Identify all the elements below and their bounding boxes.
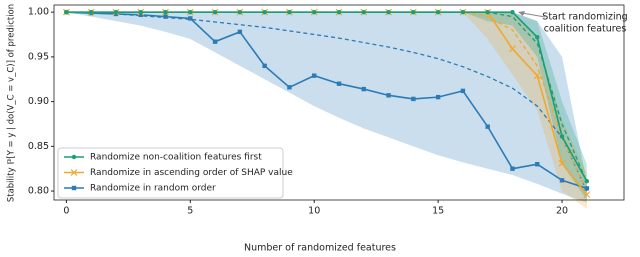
marker — [312, 9, 317, 15]
marker — [138, 12, 143, 18]
x-tick-label: 5 — [187, 206, 193, 217]
marker — [237, 9, 243, 15]
marker — [212, 9, 218, 15]
marker — [460, 9, 466, 15]
marker — [262, 9, 267, 15]
y-tick-label: 0.80 — [28, 186, 49, 197]
series-line — [66, 11, 588, 182]
marker — [361, 9, 366, 15]
mean-line — [66, 11, 588, 192]
marker — [411, 9, 416, 15]
marker — [584, 179, 590, 184]
marker — [535, 162, 540, 167]
marker — [510, 166, 515, 171]
legend-marker — [70, 169, 78, 176]
annotation-arrowhead — [518, 11, 525, 16]
legend-label: Randomize non-coalition features first — [90, 153, 262, 163]
annotation: Start randomizing — [542, 12, 627, 23]
marker — [88, 9, 94, 15]
marker — [435, 94, 441, 100]
marker — [287, 85, 292, 90]
series-line — [66, 11, 588, 190]
legend-label: Randomize in ascending order of SHAP val… — [90, 168, 293, 178]
marker — [64, 9, 69, 15]
marker — [163, 14, 168, 19]
y-tick-label: 0.90 — [28, 96, 49, 107]
confidence-band — [66, 12, 587, 201]
marker — [188, 16, 193, 21]
marker — [386, 9, 391, 15]
marker — [485, 124, 490, 129]
x-axis-label: Number of randomized features — [244, 243, 396, 254]
marker — [262, 63, 267, 69]
confidence-band — [66, 12, 587, 203]
marker — [113, 9, 119, 15]
y-axis-label: Stability ℙ[Y = y | do(V_C = v_C)] of pr… — [7, 4, 17, 202]
marker — [460, 88, 466, 94]
marker — [336, 9, 342, 15]
legend-label: Randomize in random order — [90, 184, 216, 194]
marker — [138, 9, 143, 15]
marker — [336, 81, 342, 86]
x-tick-label: 0 — [63, 206, 69, 217]
marker — [559, 178, 565, 183]
plot-frame — [53, 4, 625, 201]
marker — [435, 9, 441, 15]
legend-marker — [71, 154, 77, 160]
x-tick-label: 15 — [432, 206, 444, 217]
marker — [212, 39, 218, 44]
marker — [188, 9, 193, 15]
x-tick-label: 20 — [556, 206, 568, 217]
marker — [584, 186, 590, 191]
marker — [237, 29, 243, 35]
marker — [163, 9, 168, 15]
x-tick-label: 10 — [308, 206, 320, 217]
annotation-arrow — [521, 12, 546, 18]
marker — [361, 86, 366, 92]
y-tick-label: 0.85 — [28, 141, 49, 152]
marker — [583, 191, 591, 199]
marker — [535, 35, 540, 40]
marker — [312, 73, 317, 78]
marker — [510, 9, 515, 15]
marker — [558, 159, 566, 167]
marker — [559, 134, 565, 139]
y-tick-label: 0.95 — [28, 51, 49, 62]
y-tick-label: 1.00 — [28, 7, 49, 18]
legend-box — [57, 147, 284, 199]
marker — [509, 45, 516, 53]
marker — [386, 93, 391, 98]
marker — [485, 9, 490, 15]
marker — [287, 9, 292, 15]
marker — [533, 72, 541, 80]
annotation: coalition features — [544, 24, 627, 35]
legend-marker — [71, 185, 77, 191]
marker — [411, 96, 416, 102]
